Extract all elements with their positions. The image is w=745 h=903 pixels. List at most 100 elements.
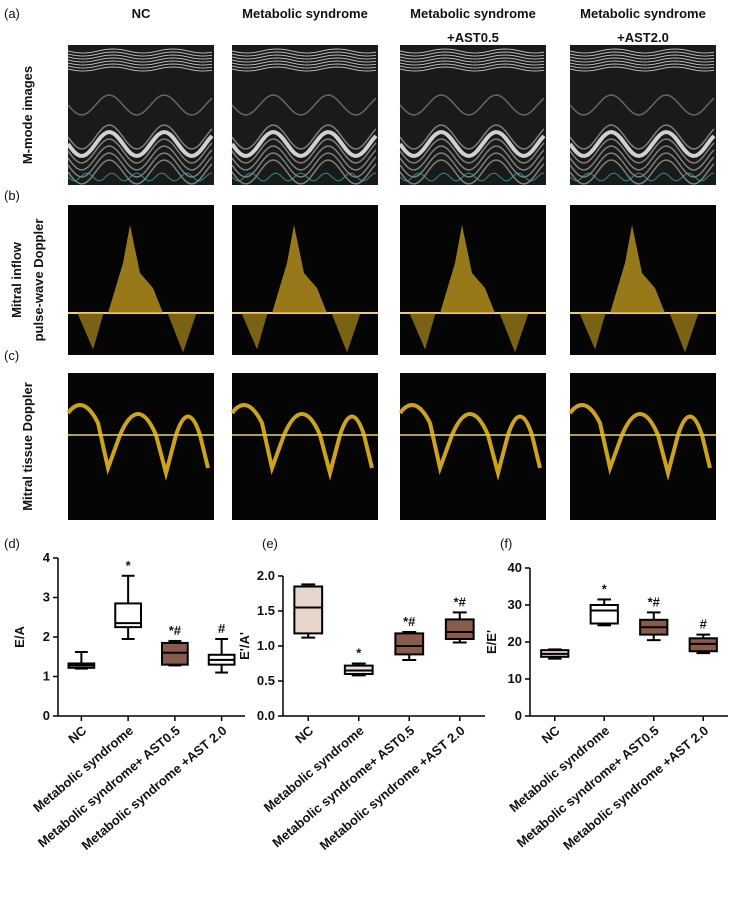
- box: [589, 604, 619, 625]
- image-panel: [68, 373, 214, 520]
- image-trace: [67, 48, 213, 54]
- x-tick-label: NC: [539, 722, 563, 746]
- image-panel: [400, 373, 546, 520]
- y-tick-label: 2.0: [257, 568, 275, 583]
- image-trace: [231, 172, 377, 182]
- significance-mark: *#: [169, 623, 182, 638]
- image-trace: [568, 129, 716, 159]
- y-tick-label: 40: [508, 560, 522, 575]
- image-trace: [67, 152, 213, 178]
- image-trace: [231, 138, 377, 164]
- image-trace: [399, 145, 545, 171]
- box: [444, 618, 475, 641]
- image-trace: [231, 54, 377, 60]
- image-trace: [67, 51, 213, 57]
- row-label: pulse-wave Doppler: [31, 219, 46, 342]
- significance-mark: #: [700, 617, 708, 632]
- image-trace: [230, 129, 378, 159]
- column-header: Metabolic syndrome: [410, 6, 536, 21]
- image-trace: [231, 145, 377, 171]
- image-trace: [569, 152, 715, 178]
- image-trace: [67, 66, 213, 72]
- image-trace: [67, 159, 213, 185]
- column-header: +AST0.5: [447, 30, 499, 45]
- doppler-trace: [241, 312, 361, 353]
- image-trace: [399, 54, 545, 60]
- panel-label: (f): [500, 536, 512, 551]
- image-trace: [67, 145, 213, 171]
- box: [114, 602, 142, 629]
- column-header: Metabolic syndrome: [242, 6, 368, 21]
- image-panel: [570, 373, 716, 520]
- row-label: Mitral tissue Doppler: [20, 382, 35, 511]
- image-trace: [569, 138, 715, 164]
- image-trace: [67, 172, 213, 182]
- tissue-trace: [398, 403, 542, 481]
- doppler-trace: [108, 225, 163, 313]
- box: [293, 585, 324, 635]
- x-tick-label: NC: [65, 722, 89, 746]
- image-trace: [67, 54, 213, 60]
- image-trace: [399, 159, 545, 185]
- image-trace: [67, 63, 213, 69]
- y-tick-label: 0.5: [257, 673, 275, 688]
- image-trace: [67, 138, 213, 164]
- image-trace: [67, 94, 213, 116]
- panel-label: (a): [4, 6, 20, 21]
- significance-mark: #: [218, 621, 226, 636]
- image-trace: [569, 159, 715, 185]
- y-axis-label: E/E': [484, 630, 499, 654]
- panel-label: (c): [4, 348, 19, 363]
- image-trace: [67, 124, 213, 150]
- doppler-trace: [77, 312, 197, 353]
- panel-label: (e): [262, 536, 278, 551]
- y-tick-label: 0: [43, 708, 50, 723]
- image-trace: [399, 172, 545, 182]
- doppler-trace: [440, 225, 495, 313]
- x-tick-label: NC: [292, 722, 316, 746]
- image-trace: [231, 57, 377, 63]
- y-tick-label: 0: [515, 708, 522, 723]
- image-trace: [399, 57, 545, 63]
- significance-mark: *: [356, 646, 362, 661]
- image-trace: [569, 66, 715, 72]
- image-trace: [569, 57, 715, 63]
- y-tick-label: 2: [43, 629, 50, 644]
- image-trace: [231, 48, 377, 54]
- image-trace: [399, 66, 545, 72]
- significance-mark: *: [126, 558, 132, 573]
- image-trace: [399, 124, 545, 150]
- image-trace: [569, 94, 715, 116]
- image-trace: [231, 124, 377, 150]
- doppler-trace: [610, 225, 665, 313]
- column-header: NC: [132, 6, 151, 21]
- image-trace: [231, 66, 377, 72]
- image-trace: [231, 152, 377, 178]
- tissue-trace: [230, 403, 374, 481]
- image-trace: [399, 63, 545, 69]
- image-trace: [569, 48, 715, 54]
- image-trace: [399, 94, 545, 116]
- tissue-trace: [568, 403, 712, 481]
- row-label: Mitral inflow: [9, 241, 24, 318]
- image-trace: [231, 94, 377, 116]
- image-trace: [231, 63, 377, 69]
- significance-mark: *#: [648, 594, 661, 609]
- y-tick-label: 20: [508, 634, 522, 649]
- y-tick-label: 10: [508, 671, 522, 686]
- tissue-trace: [66, 403, 210, 481]
- panel-label: (d): [4, 536, 20, 551]
- image-trace: [569, 172, 715, 182]
- image-trace: [399, 51, 545, 57]
- y-tick-label: 1.0: [257, 638, 275, 653]
- image-panel: [232, 373, 378, 520]
- image-trace: [399, 138, 545, 164]
- y-tick-label: 3: [43, 590, 50, 605]
- column-header: Metabolic syndrome: [580, 6, 706, 21]
- image-trace: [231, 51, 377, 57]
- doppler-trace: [272, 225, 327, 313]
- y-tick-label: 0.0: [257, 708, 275, 723]
- image-trace: [399, 48, 545, 54]
- image-trace: [66, 129, 214, 159]
